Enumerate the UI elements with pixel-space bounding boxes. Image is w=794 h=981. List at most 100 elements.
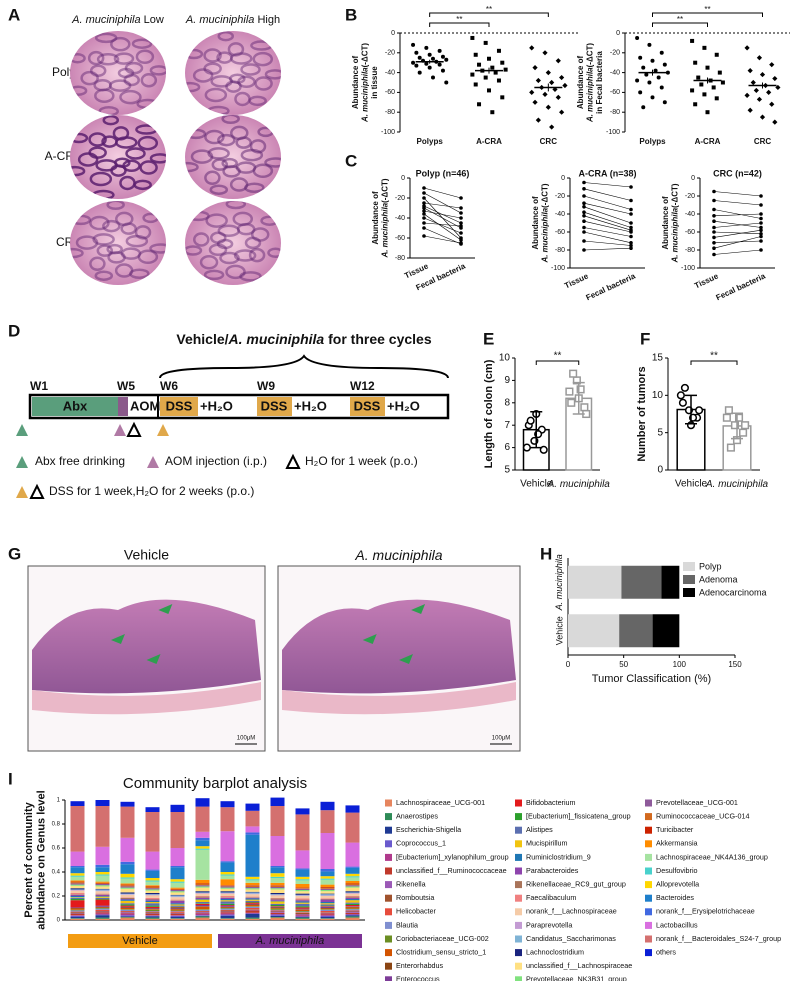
bar-segment [245,879,260,881]
crypt [230,125,249,141]
bar-segment [145,889,160,891]
tissue-core [185,31,281,115]
crypt [230,52,253,65]
bar-segment [120,806,135,838]
bar-segment [661,565,680,599]
data-point [693,60,698,65]
bar-segment [120,887,135,889]
tissue-texture [185,201,281,282]
bar-segment [195,840,210,847]
legend-label: Coprococcus_1 [396,839,446,848]
abx-block [32,397,118,416]
bar-segment [120,885,135,887]
pair-line [423,222,462,227]
legend-label: Enterococcus [396,975,440,981]
bar-segment [652,614,680,648]
bar-segment [145,914,160,916]
dss-block [160,397,198,416]
bar-segment [170,910,185,911]
bar-segment [320,891,335,894]
bar-segment [220,906,235,908]
tissue-texture [70,201,166,281]
text-part: (-ΔCT) [541,183,550,208]
data-point [440,68,445,73]
data-point [662,62,667,67]
data-point [726,443,735,452]
y-tick-label: 0 [616,30,620,37]
bar-segment [345,867,360,874]
crypt [140,73,158,88]
bar-segment [70,801,85,806]
bar-segment [320,906,335,907]
data-point [483,40,488,45]
legend-label: Rikenellaceae_RC9_gut_group [526,880,626,889]
bar-segment [170,881,185,883]
bar-segment [195,916,210,918]
bar-segment [145,885,160,887]
x-tick-label: A. muciniphila [705,479,769,490]
triangle [114,424,126,436]
bar-segment [70,915,85,917]
x-tick-label: 100 [673,660,687,669]
legend-label: unclassified_f__Lachnospiraceae [526,961,632,970]
y-tick-label: -100 [381,129,395,136]
bar-segment [320,878,335,880]
bar-segment [145,890,160,893]
bar-segment [145,893,160,895]
bar-segment [220,909,235,911]
bar-segment [245,810,260,827]
y-axis-label: A. muciniphila(-ΔCT) [671,183,680,263]
bar-segment [345,876,360,878]
y-tick-label: 1 [57,798,61,804]
bar-segment [145,911,160,913]
bar-segment [220,907,235,908]
data-point [665,70,670,75]
bar-segment [145,911,160,912]
bar-segment [195,848,210,850]
bar-segment [120,907,135,908]
bar-segment [95,893,110,895]
crypt [203,48,222,63]
y-tick-label: 9 [504,375,510,386]
crypt [106,201,125,211]
bar-segment [120,864,135,874]
group-label: Vehicle [122,935,157,947]
y-tick-label: 0 [657,465,663,476]
bar-segment [320,898,335,899]
crypt [131,38,153,49]
bar-segment [195,806,210,832]
data-point [722,413,731,422]
crypt [239,271,262,282]
bar-segment [270,836,285,866]
bar-segment [145,888,160,890]
bar-segment [170,890,185,892]
bar-segment [170,907,185,908]
tissue-texture [185,115,281,195]
data-point [644,72,649,77]
bar-segment [320,884,335,887]
bar-segment [245,906,260,908]
bar-segment [70,914,85,916]
bar-segment [245,918,260,920]
data-point [487,88,491,93]
bar-segment [345,910,360,911]
pair-line [423,235,462,244]
bar-segment [70,918,85,919]
legend-label: Paraprevotella [526,920,572,929]
bar-segment [70,897,85,899]
bar-segment [145,897,160,899]
bar-segment [245,909,260,911]
bar-segment [170,905,185,907]
data-point [714,52,719,57]
crypt [203,62,222,75]
legend-label: Faecalibaculum [526,893,576,902]
bar-segment [270,867,285,874]
bar-segment [145,851,160,870]
data-point [750,79,756,86]
y-axis-label: in Fecal bacteria [595,51,604,114]
arrow [399,654,413,664]
bar-segment [245,912,260,914]
column-header: A. muciniphila Low [71,14,164,26]
bar-segment [70,875,85,877]
bar-segment [295,918,310,920]
